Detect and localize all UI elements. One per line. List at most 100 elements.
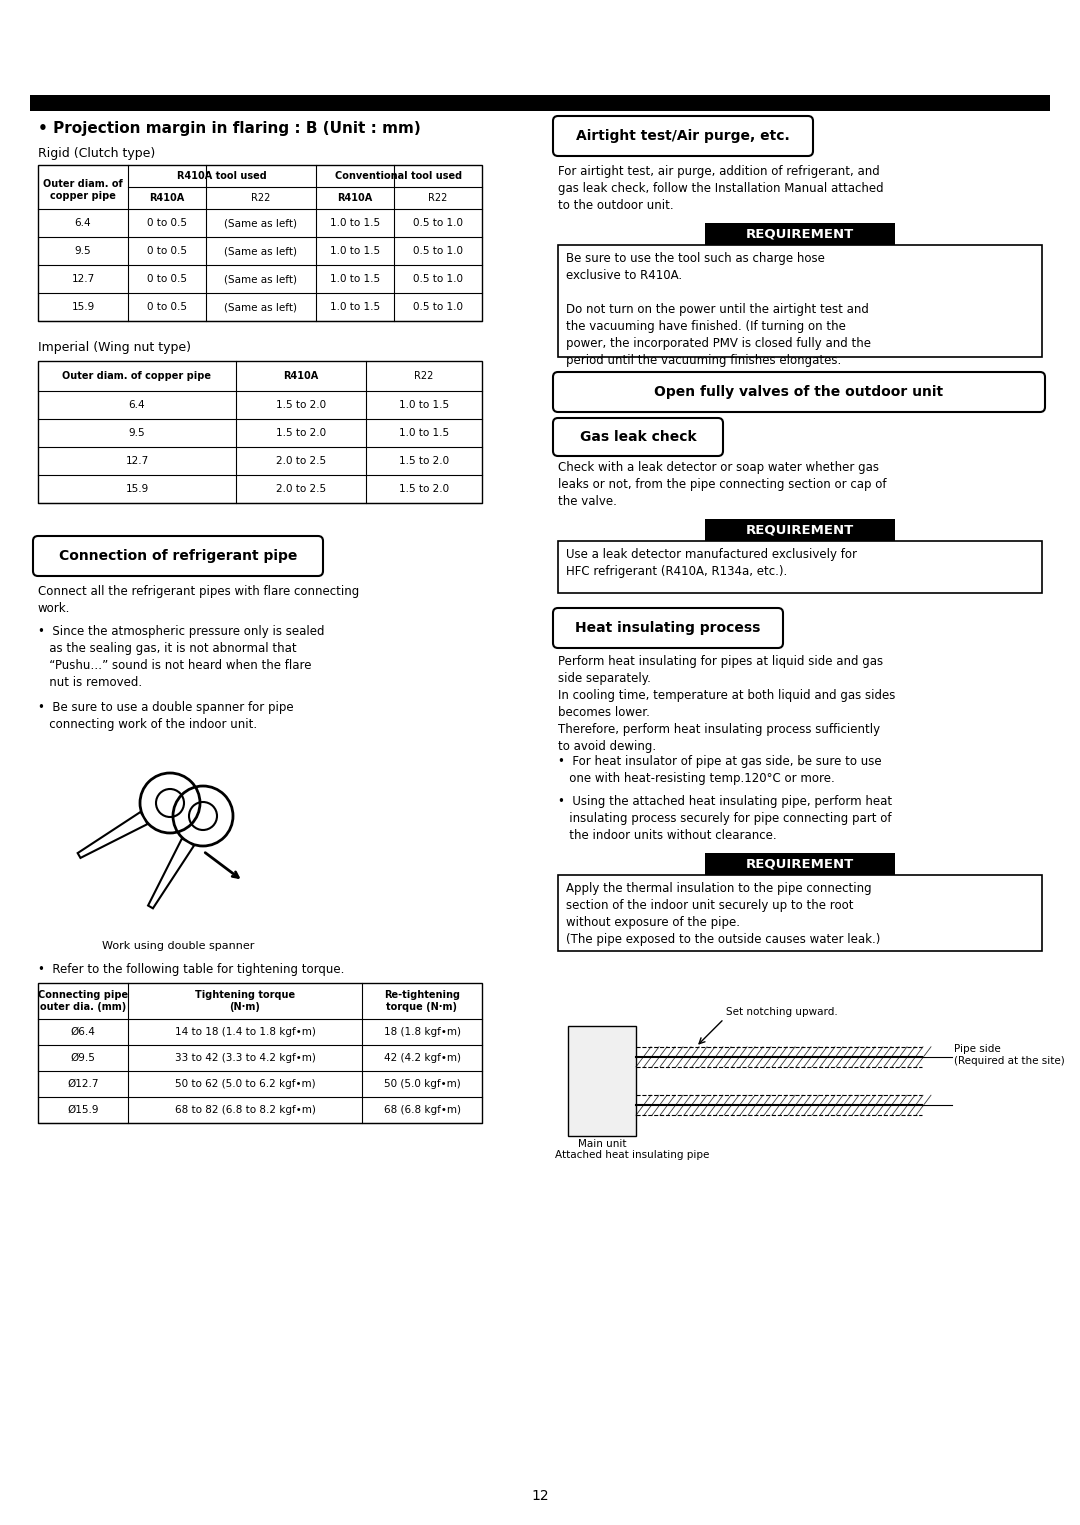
Text: REQUIREMENT: REQUIREMENT [746, 523, 854, 537]
Text: 12.7: 12.7 [125, 456, 149, 467]
Bar [38, 361, 482, 503]
Text: Rigid (Clutch type): Rigid (Clutch type) [38, 146, 156, 160]
Bar [568, 1026, 636, 1136]
Text: For airtight test, air purge, addition of refrigerant, and
gas leak check, follo: For airtight test, air purge, addition o… [558, 165, 883, 212]
Text: Tightening torque
(N·m): Tightening torque (N·m) [194, 990, 295, 1013]
Text: 15.9: 15.9 [125, 483, 149, 494]
Bar [558, 541, 1042, 593]
Text: Airtight test/Air purge, etc.: Airtight test/Air purge, etc. [576, 130, 789, 143]
Text: Conventional tool used: Conventional tool used [336, 171, 462, 181]
Text: Ø6.4: Ø6.4 [70, 1026, 95, 1037]
Text: •  Be sure to use a double spanner for pipe
   connecting work of the indoor uni: • Be sure to use a double spanner for pi… [38, 702, 294, 730]
Text: R22: R22 [252, 194, 271, 203]
Text: Ø12.7: Ø12.7 [67, 1080, 98, 1089]
Text: Work using double spanner: Work using double spanner [102, 941, 254, 952]
Text: Ø9.5: Ø9.5 [70, 1052, 95, 1063]
Bar [30, 95, 1050, 111]
Text: 1.0 to 1.5: 1.0 to 1.5 [329, 246, 380, 256]
Text: Connection of refrigerant pipe: Connection of refrigerant pipe [58, 549, 297, 563]
Text: R410A: R410A [149, 194, 185, 203]
Text: 18 (1.8 kgf•m): 18 (1.8 kgf•m) [383, 1026, 460, 1037]
Text: (Same as left): (Same as left) [225, 302, 297, 313]
Text: (Same as left): (Same as left) [225, 218, 297, 229]
Bar [705, 852, 895, 875]
FancyBboxPatch shape [553, 372, 1045, 412]
Text: •  Using the attached heat insulating pipe, perform heat
   insulating process s: • Using the attached heat insulating pip… [558, 795, 892, 842]
Text: 68 to 82 (6.8 to 8.2 kgf•m): 68 to 82 (6.8 to 8.2 kgf•m) [175, 1106, 315, 1115]
Text: (Same as left): (Same as left) [225, 274, 297, 284]
Text: 0 to 0.5: 0 to 0.5 [147, 246, 187, 256]
Text: •  Since the atmospheric pressure only is sealed
   as the sealing gas, it is no: • Since the atmospheric pressure only is… [38, 625, 324, 689]
Bar [558, 246, 1042, 357]
Text: Outer diam. of
copper pipe: Outer diam. of copper pipe [43, 178, 123, 201]
Text: R410A: R410A [337, 194, 373, 203]
Text: 0 to 0.5: 0 to 0.5 [147, 274, 187, 284]
FancyBboxPatch shape [553, 116, 813, 156]
Text: •  Refer to the following table for tightening torque.: • Refer to the following table for tight… [38, 962, 345, 976]
Text: Connect all the refrigerant pipes with flare connecting
work.: Connect all the refrigerant pipes with f… [38, 586, 360, 615]
Text: 2.0 to 2.5: 2.0 to 2.5 [275, 483, 326, 494]
Text: •  For heat insulator of pipe at gas side, be sure to use
   one with heat-resis: • For heat insulator of pipe at gas side… [558, 755, 881, 785]
Bar [558, 875, 1042, 952]
Text: 1.0 to 1.5: 1.0 to 1.5 [329, 274, 380, 284]
Text: 42 (4.2 kgf•m): 42 (4.2 kgf•m) [383, 1052, 460, 1063]
Text: Heat insulating process: Heat insulating process [576, 621, 760, 634]
Text: 2.0 to 2.5: 2.0 to 2.5 [275, 456, 326, 467]
Text: Perform heat insulating for pipes at liquid side and gas
side separately.
In coo: Perform heat insulating for pipes at liq… [558, 656, 895, 753]
Text: 0 to 0.5: 0 to 0.5 [147, 218, 187, 229]
Text: 1.5 to 2.0: 1.5 to 2.0 [399, 456, 449, 467]
Text: Ø15.9: Ø15.9 [67, 1106, 98, 1115]
Text: 33 to 42 (3.3 to 4.2 kgf•m): 33 to 42 (3.3 to 4.2 kgf•m) [175, 1052, 315, 1063]
Text: 0 to 0.5: 0 to 0.5 [147, 302, 187, 313]
Text: Check with a leak detector or soap water whether gas
leaks or not, from the pipe: Check with a leak detector or soap water… [558, 461, 887, 508]
Text: R410A tool used: R410A tool used [177, 171, 267, 181]
Text: R22: R22 [429, 194, 448, 203]
Text: Use a leak detector manufactured exclusively for
HFC refrigerant (R410A, R134a, : Use a leak detector manufactured exclusi… [566, 547, 858, 578]
Text: 14 to 18 (1.4 to 1.8 kgf•m): 14 to 18 (1.4 to 1.8 kgf•m) [175, 1026, 315, 1037]
Text: 1.0 to 1.5: 1.0 to 1.5 [329, 302, 380, 313]
Text: 12.7: 12.7 [71, 274, 95, 284]
Text: 0.5 to 1.0: 0.5 to 1.0 [413, 274, 463, 284]
Text: Be sure to use the tool such as charge hose
exclusive to R410A.

Do not turn on : Be sure to use the tool such as charge h… [566, 252, 870, 368]
Polygon shape [148, 839, 194, 909]
Text: Set notching upward.: Set notching upward. [726, 1006, 838, 1017]
Text: Main unit: Main unit [578, 1139, 626, 1148]
Text: R22: R22 [415, 371, 434, 381]
Text: Connecting pipe
outer dia. (mm): Connecting pipe outer dia. (mm) [38, 990, 129, 1013]
FancyBboxPatch shape [33, 535, 323, 576]
Text: 1.5 to 2.0: 1.5 to 2.0 [275, 429, 326, 438]
Text: Imperial (Wing nut type): Imperial (Wing nut type) [38, 342, 191, 354]
Text: 1.0 to 1.5: 1.0 to 1.5 [399, 429, 449, 438]
Text: (Same as left): (Same as left) [225, 246, 297, 256]
Text: Outer diam. of copper pipe: Outer diam. of copper pipe [63, 371, 212, 381]
Text: 9.5: 9.5 [75, 246, 92, 256]
Text: 0.5 to 1.0: 0.5 to 1.0 [413, 246, 463, 256]
Text: Apply the thermal insulation to the pipe connecting
section of the indoor unit s: Apply the thermal insulation to the pipe… [566, 881, 880, 946]
Bar [38, 165, 482, 320]
Text: REQUIREMENT: REQUIREMENT [746, 857, 854, 871]
FancyBboxPatch shape [553, 608, 783, 648]
Bar [705, 223, 895, 246]
Text: 1.0 to 1.5: 1.0 to 1.5 [399, 400, 449, 410]
Polygon shape [78, 811, 148, 859]
Text: REQUIREMENT: REQUIREMENT [746, 227, 854, 241]
Text: 1.5 to 2.0: 1.5 to 2.0 [399, 483, 449, 494]
Bar [38, 984, 482, 1122]
Text: 50 (5.0 kgf•m): 50 (5.0 kgf•m) [383, 1080, 460, 1089]
Text: Gas leak check: Gas leak check [580, 430, 697, 444]
Text: 50 to 62 (5.0 to 6.2 kgf•m): 50 to 62 (5.0 to 6.2 kgf•m) [175, 1080, 315, 1089]
Text: R410A: R410A [283, 371, 319, 381]
Text: 6.4: 6.4 [129, 400, 146, 410]
Text: 1.5 to 2.0: 1.5 to 2.0 [275, 400, 326, 410]
Text: 0.5 to 1.0: 0.5 to 1.0 [413, 302, 463, 313]
Text: 15.9: 15.9 [71, 302, 95, 313]
FancyBboxPatch shape [553, 418, 723, 456]
Text: Open fully valves of the outdoor unit: Open fully valves of the outdoor unit [654, 384, 944, 400]
Text: 1.0 to 1.5: 1.0 to 1.5 [329, 218, 380, 229]
Text: • Projection margin in flaring : B (Unit : mm): • Projection margin in flaring : B (Unit… [38, 120, 421, 136]
Text: Re-tightening
torque (N·m): Re-tightening torque (N·m) [384, 990, 460, 1013]
Text: Attached heat insulating pipe: Attached heat insulating pipe [555, 1150, 710, 1161]
Text: 6.4: 6.4 [75, 218, 92, 229]
Text: 12: 12 [531, 1488, 549, 1504]
Text: 68 (6.8 kgf•m): 68 (6.8 kgf•m) [383, 1106, 460, 1115]
